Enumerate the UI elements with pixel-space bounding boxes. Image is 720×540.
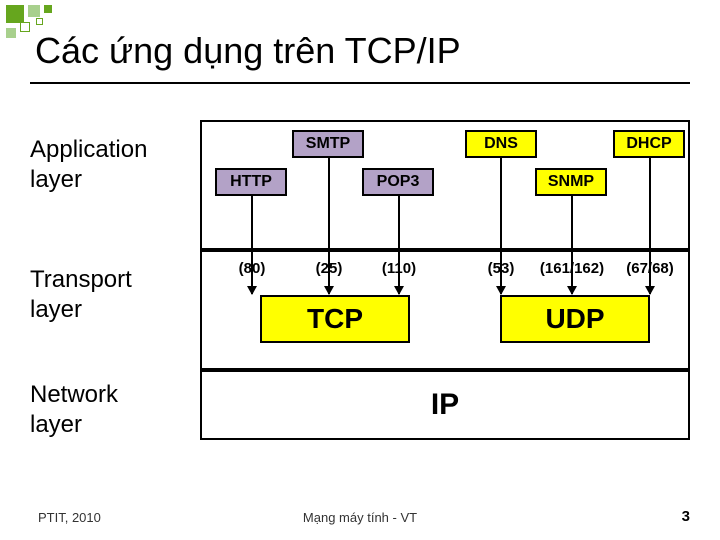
udp-box: UDP [500, 295, 650, 343]
port-dhcp: (67/68) [626, 260, 674, 277]
port-dns: (53) [488, 260, 515, 277]
footer-left: PTIT, 2010 [38, 510, 101, 525]
tcp-box: TCP [260, 295, 410, 343]
arrow-pop3 [398, 196, 400, 294]
label-network-layer: Networklayer [30, 380, 118, 440]
arrow-snmp [571, 196, 573, 294]
port-smtp: (25) [316, 260, 343, 277]
slide: Các ứng dụng trên TCP/IP Applicationlaye… [0, 0, 720, 540]
proto-http: HTTP [215, 168, 287, 196]
port-snmp: (161/162) [540, 260, 604, 277]
label-transport-layer: Transportlayer [30, 265, 132, 325]
label-application-layer: Applicationlayer [30, 135, 147, 195]
title-underline [30, 82, 690, 84]
arrow-http [251, 196, 253, 294]
proto-dhcp: DHCP [613, 130, 685, 158]
port-http: (80) [239, 260, 266, 277]
tcpip-diagram: HTTP SMTP POP3 DNS SNMP DHCP (80) (25) (… [200, 120, 690, 440]
proto-snmp: SNMP [535, 168, 607, 196]
footer-page: 3 [682, 508, 690, 525]
ip-label: IP [431, 388, 459, 422]
port-pop3: (110) [382, 260, 416, 277]
slide-title: Các ứng dụng trên TCP/IP [35, 30, 461, 72]
proto-dns: DNS [465, 130, 537, 158]
proto-pop3: POP3 [362, 168, 434, 196]
footer-center: Mạng máy tính - VT [303, 510, 417, 525]
proto-smtp: SMTP [292, 130, 364, 158]
